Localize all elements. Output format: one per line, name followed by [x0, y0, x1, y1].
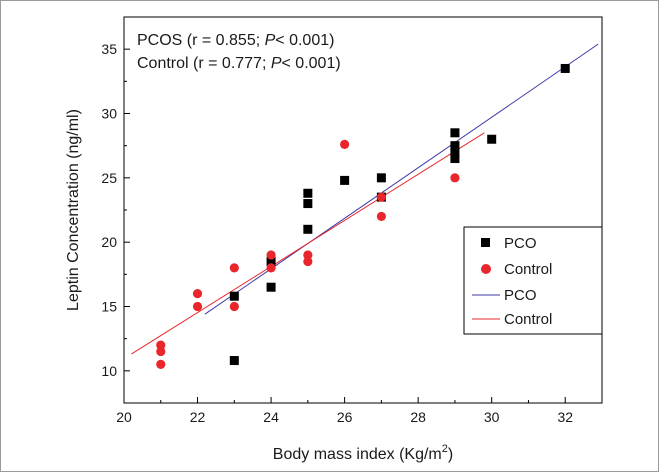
pco-point: [487, 134, 497, 144]
pco-point: [229, 291, 239, 301]
control-point: [156, 346, 166, 357]
control-point: [229, 263, 239, 273]
control-point: [229, 301, 239, 312]
pco-point: [340, 175, 350, 185]
x-axis-title: Body mass index (Kg/m2): [273, 443, 453, 463]
y-tick-label: 25: [101, 170, 117, 186]
control-point: [303, 256, 313, 267]
pco-point: [303, 188, 313, 198]
control-point: [376, 192, 386, 202]
legend-label-pco: PCO: [504, 235, 537, 252]
pco-point: [560, 63, 570, 73]
x-tick-label: 32: [557, 409, 573, 425]
y-tick-label: 35: [101, 41, 117, 57]
pco-point: [266, 256, 276, 266]
control-point: [376, 211, 386, 222]
control-point: [266, 263, 276, 273]
fit-line-control: [131, 132, 485, 355]
pco-point: [229, 356, 239, 366]
legend-label-control-fit: Control: [504, 311, 552, 328]
x-tick-label: 22: [190, 409, 206, 425]
plot-area: [123, 16, 603, 404]
control-point: [192, 301, 203, 312]
legend-label-control: Control: [504, 261, 552, 278]
y-axis-title: Leptin Concentration (ng/ml): [65, 109, 82, 311]
x-tick-label: 24: [263, 409, 279, 425]
control-point: [156, 359, 166, 369]
x-tick-label: 26: [337, 409, 353, 425]
y-tick-label: 15: [101, 299, 117, 315]
pco-point: [376, 173, 386, 183]
pco-point: [450, 128, 460, 138]
legend: PCO Control PCO Control: [463, 226, 603, 335]
annotation-pcos: PCOS (r = 0.855; P< 0.001): [137, 32, 334, 49]
x-tick-label: 20: [116, 409, 132, 425]
control-point: [450, 173, 460, 183]
x-tick-label: 30: [484, 409, 500, 425]
legend-marker-pco: [481, 238, 490, 247]
pco-point: [266, 282, 276, 292]
pco-point: [450, 141, 460, 151]
pco-point: [303, 199, 313, 209]
control-point: [303, 250, 313, 260]
annotation-control: Control (r = 0.777; P< 0.001): [137, 55, 341, 72]
control-point: [340, 139, 350, 149]
pco-point: [303, 224, 313, 234]
legend-label-pco-fit: PCO: [504, 287, 537, 304]
control-point: [192, 289, 203, 299]
pco-point: [450, 154, 460, 164]
pco-point: [450, 147, 460, 157]
x-tick-label: 28: [410, 409, 426, 425]
legend-marker-control: [481, 264, 491, 274]
y-tick-label: 30: [101, 106, 117, 122]
y-tick-label: 20: [101, 234, 117, 250]
y-tick-label: 10: [101, 363, 117, 379]
control-point: [266, 250, 276, 260]
control-point: [156, 340, 166, 350]
